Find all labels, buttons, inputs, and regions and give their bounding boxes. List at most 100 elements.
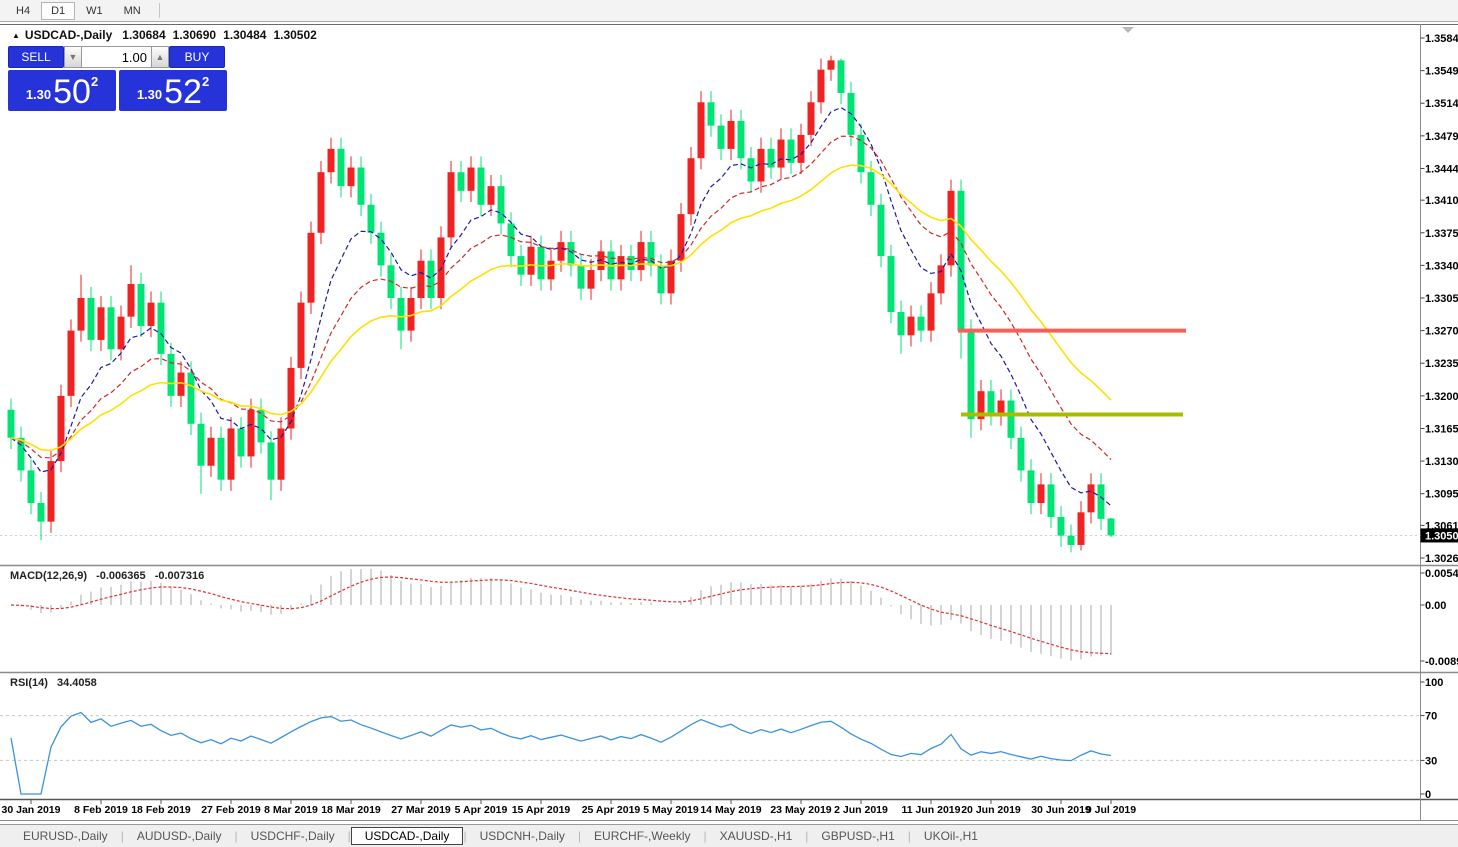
tab-separator: | xyxy=(234,829,238,843)
candle-body xyxy=(737,120,745,159)
date-axis-label: 20 Jun 2019 xyxy=(961,804,1021,816)
chart-tab-ukoil-h1[interactable]: UKOil-,H1 xyxy=(923,829,978,843)
price-axis-label: 1.32000 xyxy=(1425,391,1458,403)
ma-mid-line xyxy=(10,135,1112,460)
toolbar-separator xyxy=(158,3,160,18)
volume-input[interactable] xyxy=(82,46,151,68)
volume-decrease-button[interactable]: ▼ xyxy=(64,46,82,68)
buy-price-point: 2 xyxy=(201,74,210,89)
candle-body xyxy=(97,307,105,340)
candle-body xyxy=(537,246,545,280)
rsi-line xyxy=(10,711,1112,795)
volume-increase-button[interactable]: ▲ xyxy=(151,46,169,68)
date-axis-label: 5 May 2019 xyxy=(643,804,699,816)
candle-body xyxy=(507,223,515,257)
ma-slow-line xyxy=(10,164,1112,452)
candle-body xyxy=(307,232,315,303)
timeframe-button-w1[interactable]: W1 xyxy=(86,4,103,17)
ohlc-open: 1.30684 xyxy=(122,28,166,42)
tab-separator: | xyxy=(347,829,351,843)
candle-body xyxy=(127,284,135,317)
candle-body xyxy=(767,148,775,168)
candle-body xyxy=(617,256,625,280)
sell-price-button[interactable]: 1.30 50 2 xyxy=(8,70,116,111)
candle-body xyxy=(177,372,185,396)
chart-tab-bar: EURUSD-,Daily | AUDUSD-,Daily | USDCHF-,Dail… xyxy=(0,824,1458,847)
candle-body xyxy=(107,307,115,350)
candle-body xyxy=(717,125,725,149)
candle-body xyxy=(747,158,755,182)
chart-tab-xauusd-h1[interactable]: XAUUSD-,H1 xyxy=(719,829,793,843)
tab-separator: | xyxy=(703,829,707,843)
date-axis-label: 5 Apr 2019 xyxy=(455,804,508,816)
collapse-triangle-icon[interactable]: ▲ xyxy=(12,30,20,40)
candle-body xyxy=(397,298,405,331)
tab-separator: | xyxy=(907,829,911,843)
sell-price-prefix: 1.30 xyxy=(25,87,52,102)
rsi-axis-label: 70 xyxy=(1425,711,1437,723)
candle-body xyxy=(927,293,935,331)
candle-body xyxy=(477,167,485,205)
chart-shift-marker-icon[interactable] xyxy=(1122,27,1134,33)
chart-tab-usdcad-daily[interactable]: USDCAD-,Daily xyxy=(350,827,464,845)
candle-body xyxy=(217,437,225,480)
date-axis-label: 11 Jun 2019 xyxy=(902,804,961,816)
chart-window: 1.35840 1.35490 1.35140 1.34790 1.34440 1.341… xyxy=(0,23,1458,824)
chart-tab-usdchf-daily[interactable]: USDCHF-,Daily xyxy=(250,829,335,843)
chart-tab-audusd-daily[interactable]: AUDUSD-,Daily xyxy=(136,829,222,843)
candle-body xyxy=(797,134,805,163)
candle-body xyxy=(347,167,355,187)
candle-body xyxy=(677,214,685,261)
candle-body xyxy=(947,190,955,266)
chart-tab-eurchf-weekly[interactable]: EURCHF-,Weekly xyxy=(594,829,691,843)
candle-body xyxy=(1037,484,1045,504)
ohlc-high: 1.30690 xyxy=(172,28,217,42)
rsi-axis-label: 30 xyxy=(1425,755,1437,767)
symbol-label: USDCAD-,Daily xyxy=(24,28,113,42)
candle-body xyxy=(227,428,235,480)
sell-price-point: 2 xyxy=(90,74,99,89)
chart-canvas[interactable]: 1.35840 1.35490 1.35140 1.34790 1.34440 1.341… xyxy=(0,23,1458,824)
chart-tab-usdcnh-daily[interactable]: USDCNH-,Daily xyxy=(479,829,565,843)
candle-body xyxy=(137,284,145,326)
price-axis-label: 1.30260 xyxy=(1425,553,1458,565)
candle-body xyxy=(457,172,465,191)
timeframe-button-mn[interactable]: MN xyxy=(123,4,141,17)
date-axis-label: 15 Apr 2019 xyxy=(512,804,571,816)
candle-body xyxy=(1007,400,1015,438)
timeframe-button-h4[interactable]: H4 xyxy=(16,4,31,17)
candle-body xyxy=(1057,516,1065,536)
sell-button[interactable]: SELL xyxy=(8,46,64,68)
candle-body xyxy=(917,316,925,331)
price-axis-label: 1.33750 xyxy=(1425,228,1458,240)
candle-body xyxy=(67,330,75,396)
candle-body xyxy=(937,265,945,294)
candle-body xyxy=(267,442,275,480)
date-axis-label: 18 Feb 2019 xyxy=(131,804,191,816)
candle-body xyxy=(427,260,435,298)
candle-body xyxy=(1047,484,1055,517)
candle-body xyxy=(527,246,535,275)
chart-tab-eurusd-daily[interactable]: EURUSD-,Daily xyxy=(23,829,108,843)
candle-body xyxy=(317,172,325,233)
candle-body xyxy=(787,139,795,163)
candle-body xyxy=(437,237,445,298)
candle-body xyxy=(977,391,985,420)
price-axis-label: 1.35490 xyxy=(1425,66,1458,78)
date-axis-label: 27 Feb 2019 xyxy=(201,804,261,816)
macd-signal-value: -0.007316 xyxy=(154,570,205,582)
chart-symbol-header: ▲ USDCAD-,Daily 1.30684 1.30690 1.30484 … xyxy=(12,28,324,42)
candle-body xyxy=(7,409,15,438)
buy-price-button[interactable]: 1.30 52 2 xyxy=(119,70,227,111)
price-axis-label: 1.31650 xyxy=(1425,423,1458,435)
candle-body xyxy=(157,302,165,354)
candle-body xyxy=(757,148,765,182)
price-axis-label: 1.34440 xyxy=(1425,163,1458,175)
rsi-axis-label: 0 xyxy=(1425,789,1431,801)
candle-body xyxy=(587,270,595,289)
date-axis-label: 2 Jun 2019 xyxy=(834,804,888,816)
timeframe-button-d1[interactable]: D1 xyxy=(41,1,76,20)
chart-tab-gbpusd-h1[interactable]: GBPUSD-,H1 xyxy=(821,829,895,843)
buy-button[interactable]: BUY xyxy=(169,46,225,68)
candle-body xyxy=(547,260,555,280)
